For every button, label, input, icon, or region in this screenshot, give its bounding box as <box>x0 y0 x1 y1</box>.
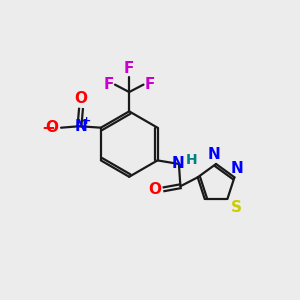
Text: N: N <box>207 148 220 163</box>
Text: F: F <box>124 61 134 76</box>
Text: −: − <box>42 118 56 136</box>
Text: F: F <box>103 76 114 92</box>
Text: O: O <box>46 120 59 135</box>
Text: O: O <box>148 182 161 197</box>
Text: +: + <box>81 116 91 127</box>
Text: O: O <box>74 91 88 106</box>
Text: H: H <box>186 153 198 167</box>
Text: N: N <box>75 119 87 134</box>
Text: S: S <box>231 200 242 215</box>
Text: F: F <box>145 76 155 92</box>
Text: N: N <box>171 156 184 171</box>
Text: N: N <box>230 161 243 176</box>
